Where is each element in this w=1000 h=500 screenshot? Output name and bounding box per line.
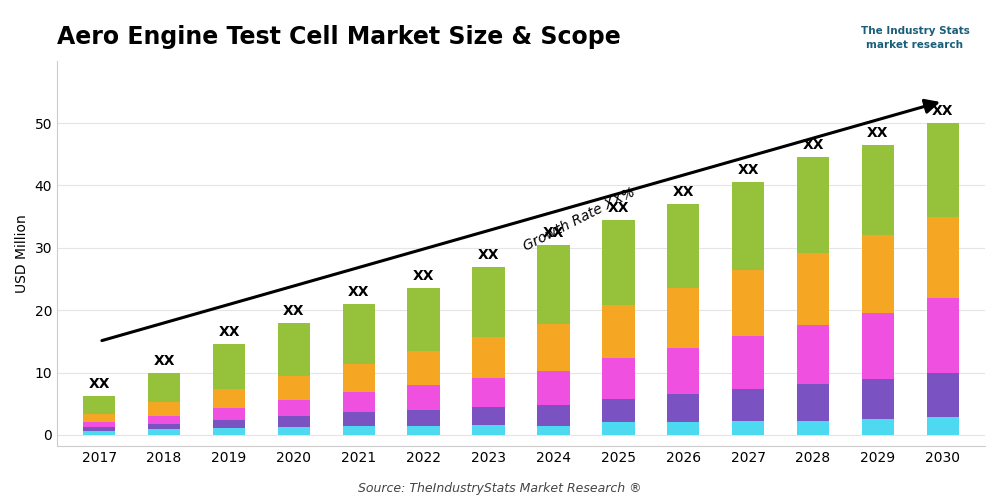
Text: The Industry Stats
market research: The Industry Stats market research: [861, 26, 969, 50]
Bar: [278, 427, 310, 435]
Text: XX: XX: [413, 270, 434, 283]
Bar: [278, 376, 310, 400]
Text: XX: XX: [478, 248, 499, 262]
Bar: [343, 392, 375, 412]
Bar: [732, 421, 764, 435]
Bar: [278, 416, 310, 427]
Bar: [472, 408, 505, 425]
Bar: [213, 408, 245, 420]
Bar: [343, 412, 375, 426]
Bar: [667, 348, 699, 395]
Bar: [472, 266, 505, 337]
Bar: [732, 270, 764, 336]
Bar: [667, 422, 699, 435]
Bar: [213, 344, 245, 390]
Bar: [213, 390, 245, 408]
Bar: [862, 145, 894, 236]
Bar: [343, 364, 375, 392]
Bar: [472, 337, 505, 378]
Bar: [732, 336, 764, 389]
Bar: [537, 324, 570, 370]
Bar: [213, 428, 245, 435]
Bar: [407, 426, 440, 435]
Bar: [278, 322, 310, 376]
Bar: [862, 379, 894, 420]
Bar: [407, 410, 440, 426]
Bar: [602, 398, 635, 422]
Bar: [148, 372, 180, 402]
Bar: [797, 420, 829, 435]
Bar: [667, 288, 699, 348]
Bar: [667, 204, 699, 288]
Text: XX: XX: [153, 354, 175, 368]
Bar: [148, 416, 180, 424]
Bar: [927, 123, 959, 216]
Bar: [537, 370, 570, 405]
Bar: [862, 314, 894, 379]
Text: XX: XX: [88, 377, 110, 391]
Bar: [407, 385, 440, 410]
Text: Source: TheIndustryStats Market Research ®: Source: TheIndustryStats Market Research…: [358, 482, 642, 495]
Text: XX: XX: [802, 138, 824, 152]
Text: XX: XX: [932, 104, 954, 118]
Bar: [797, 158, 829, 254]
Bar: [862, 420, 894, 435]
Text: XX: XX: [283, 304, 305, 318]
Text: XX: XX: [348, 285, 370, 299]
Bar: [927, 298, 959, 372]
Text: XX: XX: [737, 164, 759, 177]
Bar: [862, 236, 894, 314]
Bar: [213, 420, 245, 428]
Bar: [278, 400, 310, 416]
Bar: [343, 304, 375, 364]
Bar: [472, 425, 505, 435]
Y-axis label: USD Million: USD Million: [15, 214, 29, 293]
Text: XX: XX: [218, 326, 240, 340]
Bar: [927, 418, 959, 435]
Bar: [602, 305, 635, 358]
Text: XX: XX: [608, 200, 629, 214]
Bar: [83, 430, 115, 435]
Bar: [148, 424, 180, 430]
Bar: [148, 402, 180, 415]
Bar: [732, 389, 764, 421]
Text: XX: XX: [673, 185, 694, 199]
Bar: [927, 372, 959, 418]
Bar: [667, 394, 699, 422]
Bar: [602, 220, 635, 305]
Text: XX: XX: [867, 126, 889, 140]
Bar: [927, 216, 959, 298]
Bar: [83, 428, 115, 430]
Bar: [537, 244, 570, 324]
Bar: [343, 426, 375, 435]
Bar: [83, 396, 115, 413]
Bar: [83, 422, 115, 428]
Text: XX: XX: [543, 226, 564, 239]
Bar: [797, 254, 829, 325]
Text: Growth Rate XX%: Growth Rate XX%: [521, 186, 638, 254]
Bar: [537, 405, 570, 425]
Bar: [602, 358, 635, 399]
Bar: [602, 422, 635, 435]
Bar: [148, 430, 180, 435]
Bar: [407, 288, 440, 350]
Text: Aero Engine Test Cell Market Size & Scope: Aero Engine Test Cell Market Size & Scop…: [57, 25, 621, 49]
Bar: [537, 426, 570, 435]
Bar: [83, 414, 115, 422]
Bar: [797, 384, 829, 420]
Bar: [407, 350, 440, 385]
Bar: [472, 378, 505, 408]
Bar: [732, 182, 764, 270]
Bar: [797, 325, 829, 384]
